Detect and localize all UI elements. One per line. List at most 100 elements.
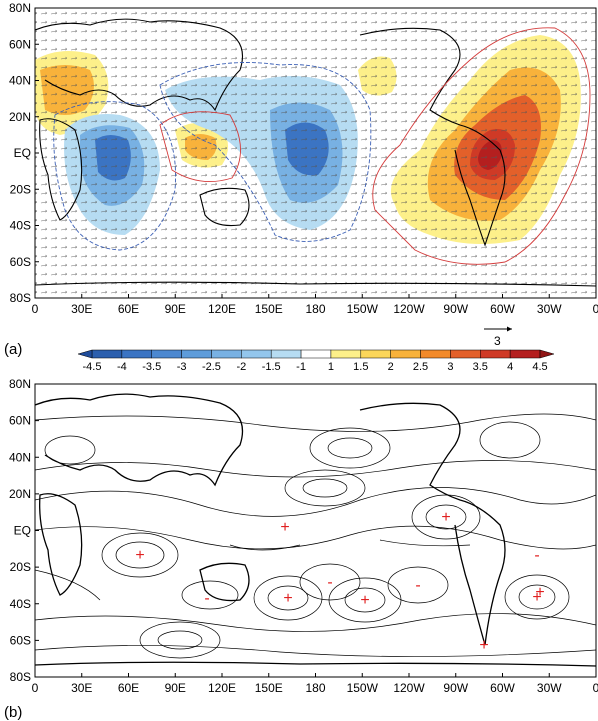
colorbar-tick-label: 1.5 — [353, 361, 368, 373]
colorbar-tick-label: 3.5 — [473, 361, 488, 373]
colorbar-cell — [360, 349, 391, 359]
colorbar-cell — [241, 349, 272, 359]
colorbar-cell — [270, 349, 302, 359]
circulation-center-marker: + — [479, 637, 488, 654]
panel-b: ++ +++++- ---+ 80N60N40N20NEQ20S40S60S80S … — [4, 377, 598, 721]
colorbar-tick-label: 2 — [388, 361, 394, 373]
colorbar-tick-label: -1 — [296, 361, 306, 373]
circulation-center-marker: + — [283, 590, 292, 607]
x-tick-label: 30W — [537, 302, 562, 316]
colorbar-tick-label: 2.5 — [413, 361, 428, 373]
colorbar-cell — [450, 349, 481, 359]
colorbar-cell — [330, 349, 362, 359]
x-tick-label: 0 — [593, 302, 598, 316]
x-tick-label: 120E — [208, 302, 236, 316]
colorbar-cell — [91, 349, 123, 359]
colorbar-tick-label: 4.5 — [532, 361, 547, 373]
y-tick-label: 60S — [10, 255, 31, 269]
x-tick-label: 60E — [118, 302, 139, 316]
y-tick-label: 40N — [9, 74, 31, 88]
colorbar-tick-label: -2.5 — [202, 361, 221, 373]
colorbar-cell — [420, 349, 451, 359]
x-tick-label: 30W — [537, 681, 562, 695]
x-tick-label: 120W — [393, 681, 425, 695]
colorbar-cell — [211, 349, 242, 359]
streamlines — [35, 413, 596, 659]
y-tick-label: 60S — [10, 633, 31, 647]
x-tick-label: 0 — [32, 681, 39, 695]
panel-a-y-axis: 80N 60N 40N 20N EQ 20S 40S 60S 80S — [9, 1, 39, 305]
x-tick-label: 0 — [593, 681, 598, 695]
circulation-center-marker: + — [532, 589, 541, 606]
colorbar-cell — [480, 349, 511, 359]
colorbar-cell — [151, 349, 182, 359]
colorbar-tick-label: -1.5 — [262, 361, 281, 373]
colorbar-cell — [509, 349, 541, 359]
circulation-center-marker: - — [327, 574, 332, 591]
colorbar-cell — [121, 349, 152, 359]
panel-b-label: (b) — [4, 704, 22, 721]
reference-vector: 3 — [484, 326, 512, 348]
y-tick-label: 40S — [10, 597, 31, 611]
coastlines-a — [35, 18, 596, 287]
y-tick-label: 40S — [10, 219, 31, 233]
y-tick-label: 60N — [9, 414, 31, 428]
colorbar-tick-label: -4.5 — [83, 361, 102, 373]
circulation-center-marker: + — [441, 509, 450, 526]
colorbar-tick-label: -3.5 — [142, 361, 161, 373]
circulation-center-marker: + — [135, 547, 144, 564]
wind-vectors — [35, 8, 596, 298]
colorbar-tick-label: 1 — [328, 361, 334, 373]
colorbar-ticks: -4.5 -4 -3.5 -3 -2.5 -2 -1.5 -1 1 1.5 2 2.5 3 3.5 4 4.5 — [83, 361, 548, 373]
colorbar-tick-label: 4 — [507, 361, 513, 373]
x-tick-label: 60W — [490, 681, 515, 695]
panel-b-y-axis: 80N 60N 40N 20N EQ 20S 40S 60S 80S — [9, 377, 39, 684]
y-tick-label: 60N — [9, 37, 31, 51]
y-tick-label: 80S — [10, 670, 31, 684]
colorbar-min-arrow — [77, 349, 93, 359]
x-tick-label: 150W — [347, 302, 379, 316]
y-tick-label: 80N — [9, 377, 31, 391]
panel-b-x-axis: 0 30E 60E 90E 120E 150E 180 150W 120W 90W 60W 30W 0 — [32, 673, 598, 695]
circulation-center-marker: + — [360, 592, 369, 609]
x-tick-label: 150E — [255, 681, 283, 695]
y-tick-label: 20S — [10, 560, 31, 574]
x-tick-label: 120W — [393, 302, 425, 316]
colorbar-tick-label: -2 — [236, 361, 246, 373]
panel-a-x-axis: 0 30E 60E 90E 120E 150E 180 150W 120W 90W 60W 30W 0 — [32, 294, 598, 316]
circulation-center-marker: - — [204, 590, 209, 607]
reference-vector-label: 3 — [494, 334, 501, 348]
circulation-center-marker: - — [534, 547, 539, 564]
x-tick-label: 150E — [255, 302, 283, 316]
colorbar-tick-label: 3 — [447, 361, 453, 373]
colorbar-cell — [181, 349, 212, 359]
colorbar-tick-label: -3 — [177, 361, 187, 373]
x-tick-label: 90W — [443, 681, 468, 695]
colorbar-tick-label: -4 — [117, 361, 127, 373]
x-tick-label: 30E — [71, 681, 92, 695]
y-tick-label: 80S — [10, 291, 31, 305]
panel-a: 80N 60N 40N 20N EQ 20S 40S 60S 80S 0 30E 60E 90E 120… — [4, 1, 598, 358]
circulation-center-marker: + — [535, 584, 544, 601]
x-tick-label: 150W — [347, 681, 379, 695]
contour-lines — [53, 27, 591, 265]
y-tick-label: 20N — [9, 110, 31, 124]
x-tick-label: 180 — [305, 302, 325, 316]
x-tick-label: 90E — [165, 681, 186, 695]
circulation-center-marker: - — [415, 577, 420, 594]
colorbar-cell — [390, 349, 421, 359]
x-tick-label: 90W — [443, 302, 468, 316]
x-tick-label: 60E — [118, 681, 139, 695]
y-tick-label: 80N — [9, 1, 31, 15]
colorbar-cells — [77, 349, 555, 359]
x-tick-label: 120E — [208, 681, 236, 695]
y-tick-label: 20S — [10, 182, 31, 196]
x-tick-label: 0 — [32, 302, 39, 316]
colorbar-cell — [300, 349, 332, 359]
x-tick-label: 30E — [71, 302, 92, 316]
panel-a-label: (a) — [4, 341, 22, 358]
x-tick-label: 60W — [490, 302, 515, 316]
y-tick-label: 40N — [9, 450, 31, 464]
colorbar: -4.5 -4 -3.5 -3 -2.5 -2 -1.5 -1 1 1.5 2 2.5 3 3.5 4 4.5 — [77, 349, 555, 373]
